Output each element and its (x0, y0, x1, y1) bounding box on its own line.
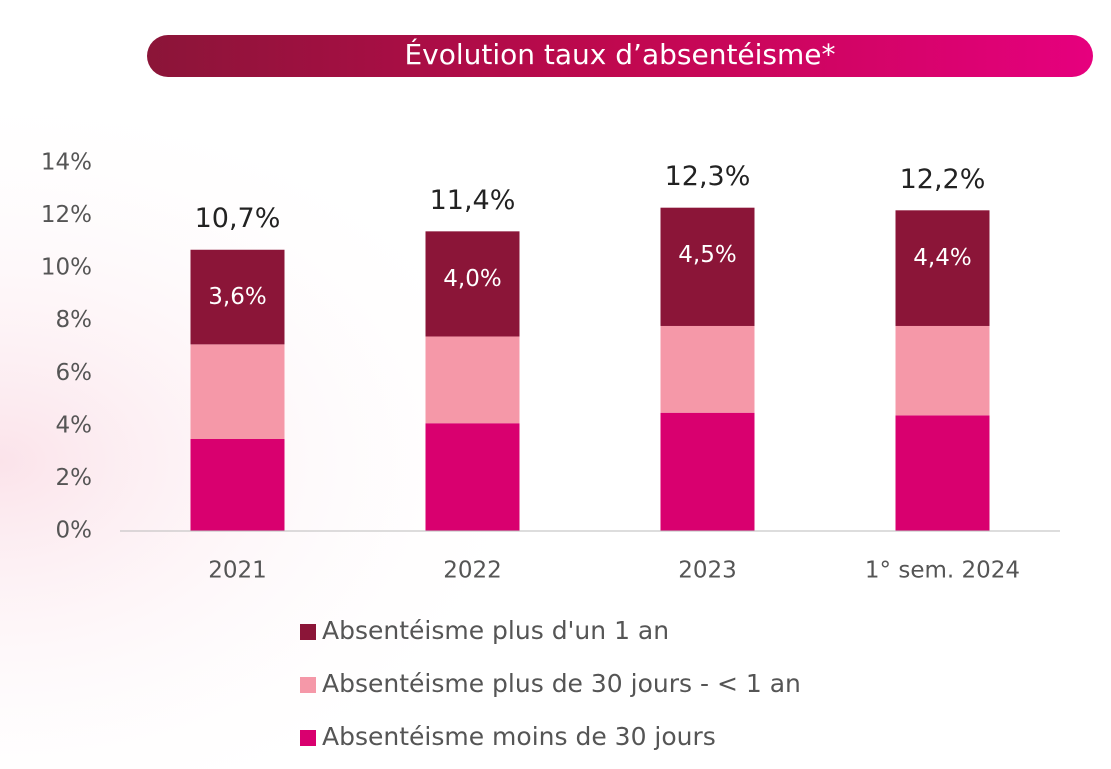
data-label: 4,4% (913, 245, 971, 271)
total-label: 12,3% (665, 161, 751, 192)
bar-segment (895, 415, 990, 531)
legend-swatch (300, 677, 316, 693)
chart-title: Évolution taux d’absentéisme* (404, 37, 835, 71)
y-tick-label: 14% (41, 150, 92, 176)
bar-segment (660, 325, 755, 413)
x-tick-label: 2023 (678, 558, 737, 584)
y-tick-label: 0% (56, 518, 93, 544)
legend-swatch (300, 624, 316, 640)
legend-label: Absentéisme plus d'un 1 an (322, 616, 669, 645)
bar-segment (190, 439, 285, 531)
bar-segment (895, 210, 990, 326)
total-label: 11,4% (430, 185, 516, 216)
y-tick-label: 8% (56, 307, 93, 333)
y-tick-label: 4% (56, 412, 93, 438)
bar-segment (895, 325, 990, 416)
x-tick-label: 2022 (443, 558, 502, 584)
bar-segment (425, 336, 520, 424)
y-tick-label: 10% (41, 255, 92, 281)
bar-segment (425, 423, 520, 531)
y-tick-label: 12% (41, 202, 92, 228)
legend-label: Absentéisme plus de 30 jours - < 1 an (322, 669, 801, 698)
data-label: 4,5% (678, 242, 736, 268)
total-label: 12,2% (900, 164, 986, 195)
legend-swatch (300, 730, 316, 746)
y-tick-label: 6% (56, 360, 93, 386)
legend-label: Absentéisme moins de 30 jours (322, 722, 716, 751)
x-tick-label: 1° sem. 2024 (865, 558, 1020, 584)
data-label: 3,6% (208, 284, 266, 310)
bar-segment (660, 207, 755, 326)
x-tick-label: 2021 (208, 558, 267, 584)
bar-segment (190, 344, 285, 439)
bar-segment (190, 249, 285, 345)
data-label: 4,0% (443, 266, 501, 292)
title-bar (147, 35, 1093, 77)
bar-segment (425, 231, 520, 337)
y-tick-label: 2% (56, 465, 93, 491)
bar-segment (660, 412, 755, 531)
total-label: 10,7% (195, 203, 281, 234)
